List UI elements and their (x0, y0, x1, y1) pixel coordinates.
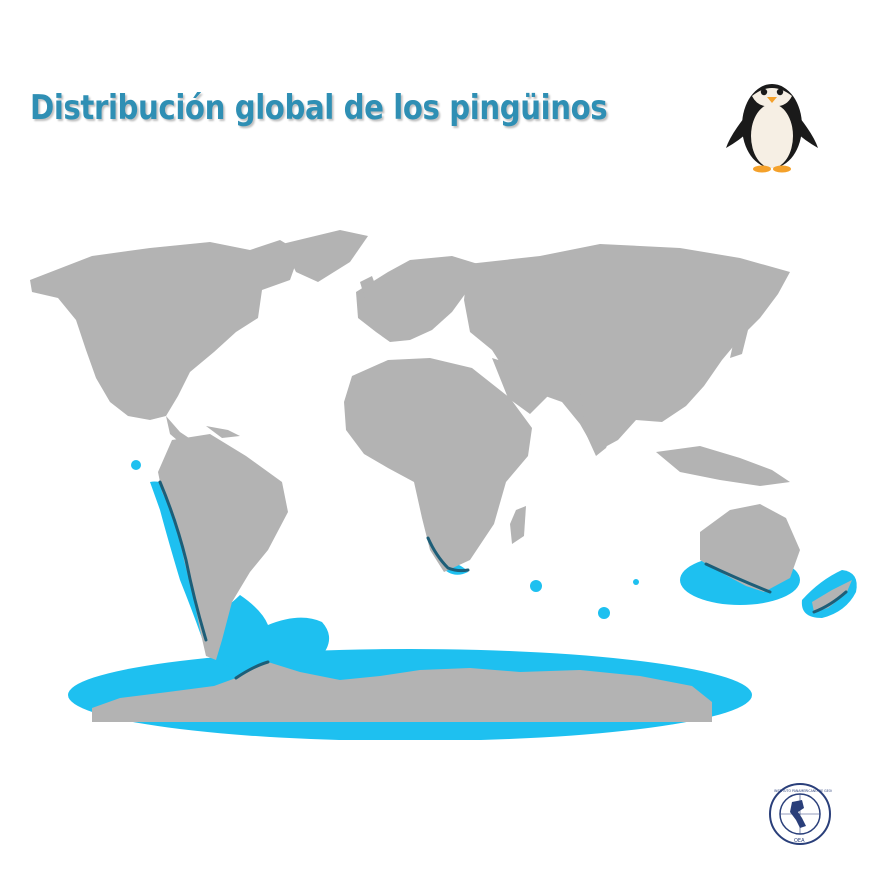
europe (356, 256, 478, 342)
australia (700, 504, 800, 592)
antarctica (92, 662, 712, 722)
southeast-asia-islands (656, 446, 790, 486)
north-america (30, 240, 300, 420)
africa (344, 358, 532, 572)
south-america (158, 434, 288, 660)
seal-ring-text: INSTITUTO PANAMERICANO DE GEOGRAFÍA E HI… (774, 788, 832, 793)
range-south-america-coast (150, 481, 330, 675)
japan (730, 322, 748, 358)
land-masses (30, 230, 852, 722)
caribbean (206, 426, 240, 438)
range-island-2 (598, 607, 610, 619)
madagascar (510, 506, 526, 544)
arabia (492, 358, 552, 414)
asia (464, 244, 790, 452)
uk-ireland (360, 276, 378, 302)
new-zealand (812, 580, 852, 612)
globe-seal-icon: INSTITUTO PANAMERICANO DE GEOGRAFÍA E HI… (769, 783, 832, 845)
range-island-1 (530, 580, 542, 592)
world-map (30, 230, 857, 740)
range-island-3 (633, 579, 639, 585)
seal-bottom-text: OEA (794, 838, 805, 844)
page-title: Distribución global de los pingüinos (30, 88, 608, 128)
range-galapagos (131, 460, 141, 470)
penguin-icon (726, 84, 818, 173)
greenland (282, 230, 368, 282)
india (580, 390, 618, 456)
coast-highlights (158, 480, 848, 680)
